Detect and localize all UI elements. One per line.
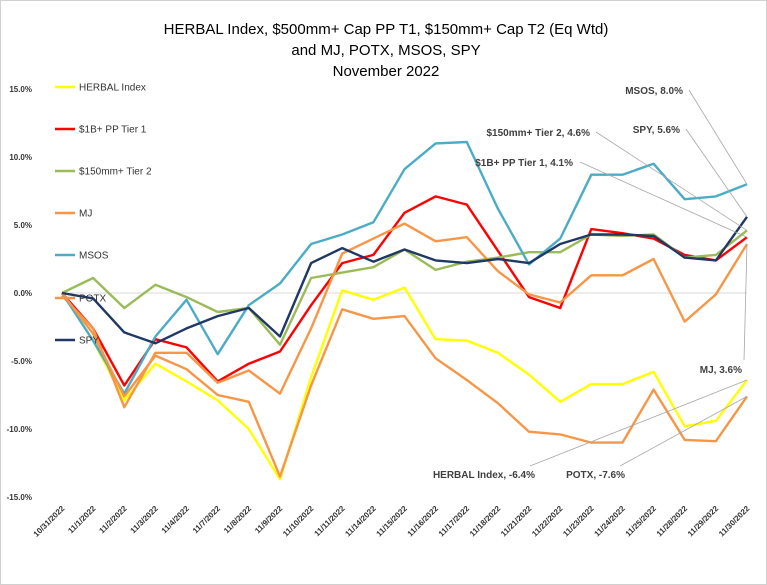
x-tick-label: 11/29/2022 bbox=[686, 504, 721, 539]
y-tick-label: 10.0% bbox=[9, 153, 32, 162]
leader-line-herbal-index bbox=[529, 379, 748, 467]
annotation-150mm-tier-2: $150mm+ Tier 2, 4.6% bbox=[487, 128, 591, 139]
series-line-mj bbox=[61, 222, 749, 409]
chart-title: HERBAL Index, $500mm+ Cap PP T1, $150mm+… bbox=[164, 21, 609, 80]
x-tick-label: 11/23/2022 bbox=[561, 504, 596, 539]
legend-label-spy: SPY bbox=[79, 336, 99, 347]
annotation-potx: POTX, -7.6% bbox=[566, 470, 625, 481]
annotation-1b-pp-tier-1: $1B+ PP Tier 1, 4.1% bbox=[475, 158, 573, 169]
series-line-herbal-index bbox=[60, 286, 748, 481]
x-tick-label: 11/2/2022 bbox=[97, 504, 129, 536]
series-lines bbox=[60, 140, 749, 481]
leader-line-spy bbox=[685, 128, 748, 218]
x-tick-label: 11/17/2022 bbox=[437, 504, 472, 539]
x-tick-label: 11/1/2022 bbox=[66, 504, 98, 536]
leader-line-150mm-tier-2 bbox=[595, 131, 748, 231]
legend-label-mj: MJ bbox=[79, 209, 92, 220]
series-line-potx bbox=[61, 292, 748, 478]
legend-label-potx: POTX bbox=[79, 294, 107, 305]
series-line-spy bbox=[61, 216, 748, 345]
x-tick-label: 11/3/2022 bbox=[129, 504, 161, 536]
legend-label-herbal-index: HERBAL Index bbox=[79, 83, 146, 94]
series-line-msos bbox=[60, 140, 748, 395]
annotation-herbal-index: HERBAL Index, -6.4% bbox=[433, 470, 535, 481]
y-tick-label: -15.0% bbox=[7, 493, 32, 502]
leader-line-msos bbox=[688, 89, 748, 185]
legend-label-msos: MSOS bbox=[79, 251, 109, 262]
x-tick-label: 11/16/2022 bbox=[406, 504, 441, 539]
x-tick-label: 11/30/2022 bbox=[717, 504, 752, 539]
legend: HERBAL Index $1B+ PP Tier 1 $150mm+ Tier 2… bbox=[55, 83, 152, 347]
x-tick-label: 11/21/2022 bbox=[499, 504, 534, 539]
x-tick-label: 11/7/2022 bbox=[191, 504, 223, 536]
y-tick-label: 0.0% bbox=[14, 289, 32, 298]
x-tick-label: 11/15/2022 bbox=[375, 504, 410, 539]
x-tick-label: 11/4/2022 bbox=[160, 504, 192, 536]
leader-line-mj bbox=[743, 244, 748, 361]
leader-line-potx bbox=[619, 396, 748, 467]
legend-label-150mm-tier-2: $150mm+ Tier 2 bbox=[79, 167, 152, 178]
annotation-mj: MJ, 3.6% bbox=[700, 365, 742, 376]
x-tick-label: 11/22/2022 bbox=[530, 504, 565, 539]
x-tick-label: 11/25/2022 bbox=[624, 504, 659, 539]
x-tick-label: 11/14/2022 bbox=[343, 504, 378, 539]
y-tick-label: -10.0% bbox=[7, 425, 32, 434]
y-tick-label: 5.0% bbox=[14, 221, 32, 230]
x-tick-label: 11/11/2022 bbox=[313, 504, 347, 538]
x-tick-label: 10/31/2022 bbox=[32, 504, 67, 539]
x-tick-label: 11/28/2022 bbox=[655, 504, 690, 539]
chart-title-line-1: HERBAL Index, $500mm+ Cap PP T1, $150mm+… bbox=[164, 21, 609, 38]
x-tick-label: 11/10/2022 bbox=[281, 504, 316, 539]
annotation-msos: MSOS, 8.0% bbox=[625, 86, 683, 97]
x-tick-label: 11/9/2022 bbox=[253, 504, 285, 536]
x-tick-label: 11/24/2022 bbox=[592, 504, 627, 539]
x-tick-label: 11/8/2022 bbox=[222, 504, 254, 536]
leader-line-1b-pp-tier-1 bbox=[579, 161, 748, 238]
annotations: MSOS, 8.0% SPY, 5.6% $150mm+ Tier 2, 4.6% $… bbox=[433, 86, 748, 481]
chart-title-line-3: November 2022 bbox=[333, 63, 440, 80]
chart-title-line-2: and MJ, POTX, MSOS, SPY bbox=[291, 42, 480, 59]
y-tick-label: -5.0% bbox=[11, 357, 32, 366]
legend-label-1b-pp-tier-1: $1B+ PP Tier 1 bbox=[79, 125, 147, 136]
annotation-spy: SPY, 5.6% bbox=[633, 125, 680, 136]
y-tick-label: 15.0% bbox=[9, 85, 32, 94]
x-tick-label: 11/18/2022 bbox=[468, 504, 503, 539]
axes: 15.0% 10.0% 5.0% 0.0% -5.0% -10.0% -15.0%10/31… bbox=[7, 85, 752, 539]
